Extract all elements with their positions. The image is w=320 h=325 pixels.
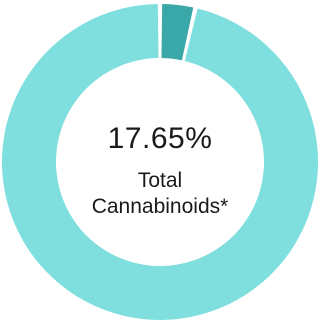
center-value: 17.65% <box>107 122 213 155</box>
donut-slice-0 <box>161 4 194 61</box>
donut-slice-1 <box>2 4 319 321</box>
center-caption-line1: Total <box>137 169 183 192</box>
center-caption: Total Cannabinoids* <box>0 168 320 220</box>
center-caption-line2: Cannabinoids* <box>91 195 229 218</box>
